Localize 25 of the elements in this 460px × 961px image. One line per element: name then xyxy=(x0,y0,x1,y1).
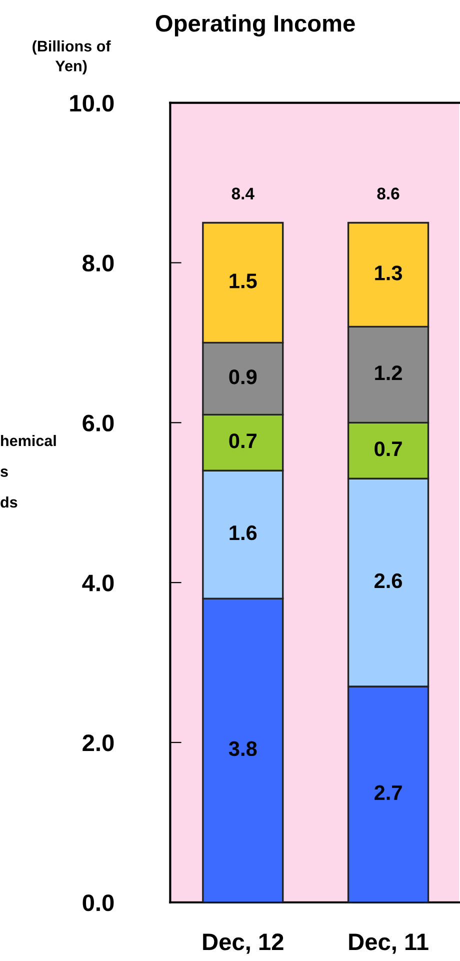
y-tick-label: 4.0 xyxy=(82,574,114,592)
data-label: 3.8 xyxy=(228,741,257,756)
text: ds xyxy=(0,496,18,508)
x-tick-label: Dec, 12 xyxy=(203,934,284,954)
data-label: 0.7 xyxy=(229,433,256,448)
y-tick-label: 0.0 xyxy=(82,894,114,912)
data-label: 0.7 xyxy=(374,441,402,456)
total-label: 8.4 xyxy=(232,188,254,200)
y-tick-label: 2.0 xyxy=(82,734,114,752)
data-label: 0.9 xyxy=(229,370,257,384)
y-tick-label: 10.0 xyxy=(70,94,114,112)
y-axis-title: (Billions of Yen) xyxy=(32,40,111,74)
data-label: 2.6 xyxy=(374,573,402,588)
data-label: 1.2 xyxy=(375,366,402,380)
total-label: 8.6 xyxy=(377,188,400,200)
data-label: 1.3 xyxy=(375,266,402,280)
data-label: 1.5 xyxy=(230,274,257,288)
data-label: 1.6 xyxy=(230,525,257,540)
y-tick-label: 6.0 xyxy=(82,414,114,432)
y-tick-label: 8.0 xyxy=(82,254,114,272)
text: s xyxy=(0,468,8,477)
chart-title: Operating Income xyxy=(156,14,355,37)
x-tick-label: Dec, 11 xyxy=(349,934,428,954)
data-label: 2.7 xyxy=(374,785,402,800)
text: hemical xyxy=(1,434,56,446)
